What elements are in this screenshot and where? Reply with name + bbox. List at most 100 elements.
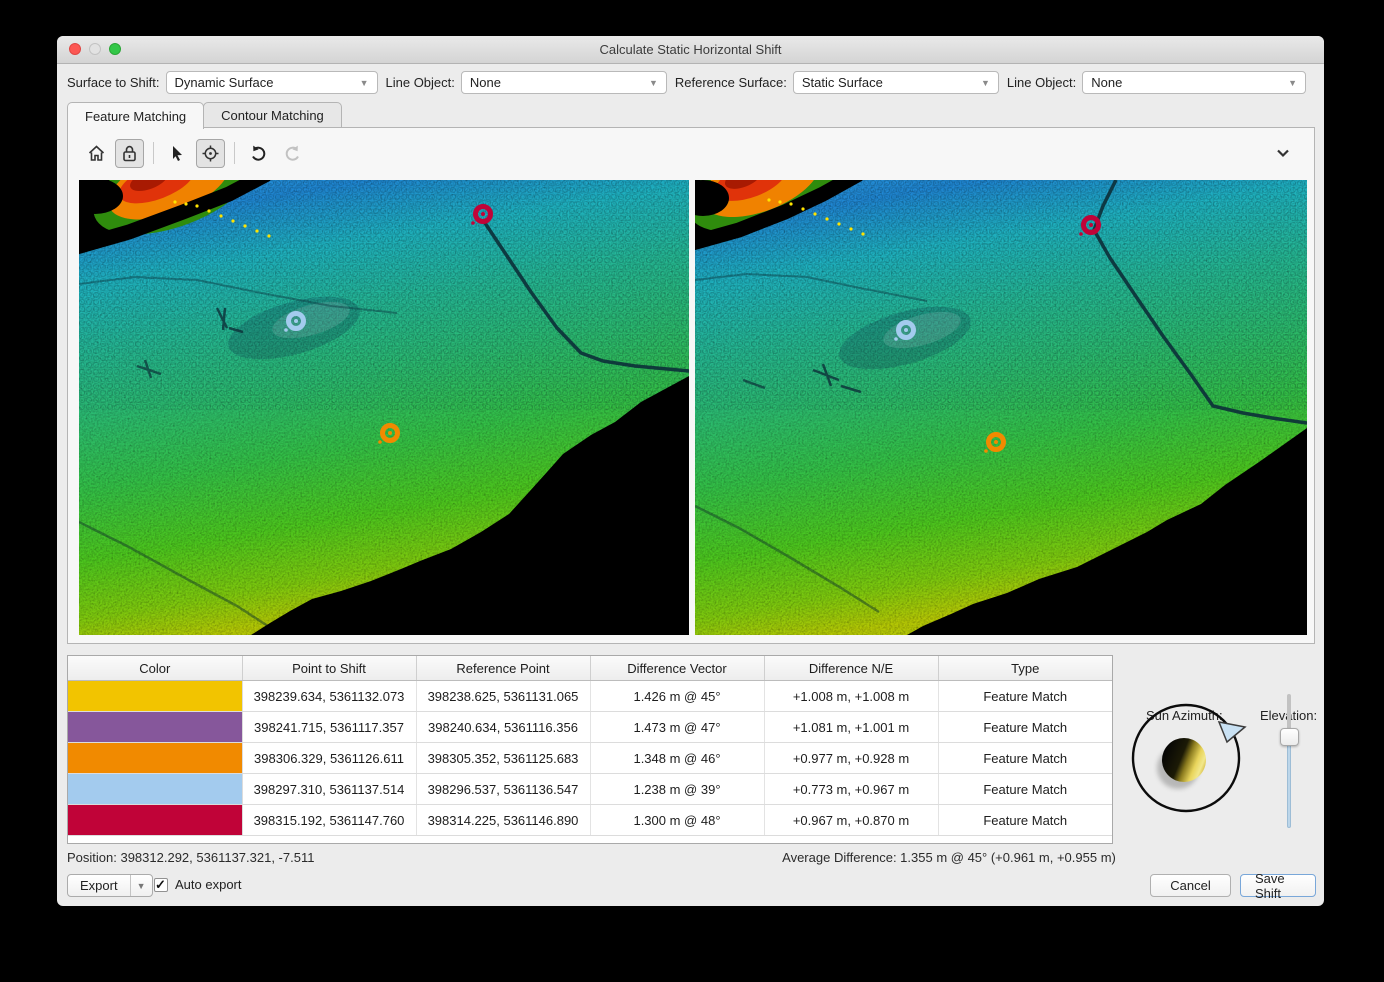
difference-ne-cell[interactable]: +0.967 m, +0.870 m [764, 804, 939, 836]
crosshair-icon [202, 145, 219, 161]
reference-point-cell[interactable]: 398305.352, 5361125.683 [416, 742, 591, 774]
feature-marker[interactable] [984, 432, 1006, 453]
difference-vector-cell[interactable]: 1.473 m @ 47° [590, 711, 765, 743]
reference-point-cell[interactable]: 398238.625, 5361131.065 [416, 680, 591, 712]
window-title: Calculate Static Horizontal Shift [599, 42, 782, 57]
sounding-dots [173, 200, 271, 238]
undo-button[interactable] [244, 139, 273, 168]
cancel-button[interactable]: Cancel [1150, 874, 1231, 897]
save-shift-button[interactable]: Save Shift [1240, 871, 1316, 901]
reference-point-cell[interactable]: 398240.634, 5361116.356 [416, 711, 591, 743]
markers-right [894, 215, 1101, 453]
surface-to-shift-label: Surface to Shift: [67, 75, 160, 90]
color-swatch-cell[interactable] [68, 742, 243, 774]
feature-marker[interactable] [378, 423, 400, 444]
line-object-1-label: Line Object: [385, 75, 455, 90]
close-button[interactable] [69, 43, 81, 55]
zoom-button[interactable] [109, 43, 121, 55]
difference-ne-cell[interactable]: +1.081 m, +1.001 m [764, 711, 939, 743]
reference-point-cell[interactable]: 398296.537, 5361136.547 [416, 773, 591, 805]
difference-vector-cell[interactable]: 1.238 m @ 39° [590, 773, 765, 805]
type-cell[interactable]: Feature Match [938, 680, 1112, 712]
azimuth-arrow[interactable] [1217, 721, 1247, 744]
point-to-shift-cell[interactable]: 398315.192, 5361147.760 [242, 804, 417, 836]
color-swatch-cell[interactable] [68, 804, 243, 836]
chevron-down-icon [1277, 149, 1289, 158]
chevron-down-icon: ▼ [129, 875, 152, 896]
surface-to-shift-view[interactable] [79, 180, 689, 635]
point-to-shift-cell[interactable]: 398306.329, 5361126.611 [242, 742, 417, 774]
color-swatch-cell[interactable] [68, 773, 243, 805]
color-swatch-cell[interactable] [68, 680, 243, 712]
type-cell[interactable]: Feature Match [938, 804, 1112, 836]
feature-marker[interactable] [1079, 215, 1101, 236]
select-cursor-button[interactable] [163, 139, 192, 168]
shift-table-body: 398239.634, 5361132.073 398238.625, 53611… [68, 680, 1112, 836]
undo-icon [251, 145, 265, 161]
tab-contour-matching[interactable]: Contour Matching [203, 102, 342, 128]
feature-marker[interactable] [284, 311, 306, 332]
pick-point-button[interactable] [196, 138, 225, 168]
sun-sphere [1162, 738, 1206, 782]
column-header-difference-vector[interactable]: Difference Vector [590, 656, 765, 681]
slider-track-lower[interactable] [1287, 738, 1291, 828]
slider-track-upper[interactable] [1287, 694, 1291, 738]
type-cell[interactable]: Feature Match [938, 742, 1112, 774]
table-row[interactable]: 398297.310, 5361137.514 398296.537, 53611… [68, 773, 1112, 805]
difference-vector-cell[interactable]: 1.300 m @ 48° [590, 804, 765, 836]
auto-export-checkbox[interactable] [154, 877, 168, 893]
feature-matching-panel [67, 127, 1315, 644]
feature-marker[interactable] [471, 204, 493, 225]
lock-icon [123, 145, 136, 161]
reference-surface-label: Reference Surface: [674, 75, 787, 90]
home-button[interactable] [82, 139, 111, 168]
line-object-2-select[interactable]: None ▼ [1082, 71, 1306, 94]
line-object-2-label: Line Object: [1006, 75, 1077, 90]
redo-button[interactable] [277, 139, 306, 168]
column-header-difference-ne[interactable]: Difference N/E [764, 656, 939, 681]
point-to-shift-cell[interactable]: 398297.310, 5361137.514 [242, 773, 417, 805]
slider-handle[interactable] [1280, 728, 1299, 746]
column-header-type[interactable]: Type [938, 656, 1112, 681]
difference-ne-cell[interactable]: +0.773 m, +0.967 m [764, 773, 939, 805]
color-swatch-cell[interactable] [68, 711, 243, 743]
difference-vector-cell[interactable]: 1.426 m @ 45° [590, 680, 765, 712]
table-row[interactable]: 398241.715, 5361117.357 398240.634, 53611… [68, 711, 1112, 743]
chevron-down-icon: ▼ [980, 77, 990, 88]
surface-to-shift-select[interactable]: Dynamic Surface ▼ [165, 71, 378, 94]
elevation-slider[interactable] [1279, 694, 1299, 832]
minimize-button[interactable] [89, 43, 101, 55]
markers-left [284, 204, 493, 444]
export-button[interactable]: Export ▼ [67, 874, 153, 897]
title-bar: Calculate Static Horizontal Shift [57, 36, 1324, 64]
sun-azimuth-label: Sun Azimuth: [1146, 708, 1223, 723]
column-header-point-to-shift[interactable]: Point to Shift [242, 656, 417, 681]
difference-vector-cell[interactable]: 1.348 m @ 46° [590, 742, 765, 774]
table-row[interactable]: 398315.192, 5361147.760 398314.225, 53611… [68, 804, 1112, 836]
type-cell[interactable]: Feature Match [938, 773, 1112, 805]
difference-ne-cell[interactable]: +1.008 m, +1.008 m [764, 680, 939, 712]
column-header-reference-point[interactable]: Reference Point [416, 656, 591, 681]
azimuth-ring[interactable] [1131, 703, 1241, 813]
table-row[interactable]: 398306.329, 5361126.611 398305.352, 53611… [68, 742, 1112, 774]
line-object-1-select[interactable]: None ▼ [460, 71, 667, 94]
home-icon [88, 144, 105, 161]
chevron-down-icon: ▼ [1288, 77, 1297, 88]
difference-ne-cell[interactable]: +0.977 m, +0.928 m [764, 742, 939, 774]
redo-icon [285, 145, 299, 161]
dialog-window: Calculate Static Horizontal Shift Surfac… [57, 36, 1324, 906]
reference-point-cell[interactable]: 398314.225, 5361146.890 [416, 804, 591, 836]
table-row[interactable]: 398239.634, 5361132.073 398238.625, 53611… [68, 680, 1112, 712]
column-header-color[interactable]: Color [68, 656, 243, 681]
point-to-shift-cell[interactable]: 398241.715, 5361117.357 [242, 711, 417, 743]
type-cell[interactable]: Feature Match [938, 711, 1112, 743]
lock-button[interactable] [115, 138, 144, 168]
feature-marker[interactable] [894, 320, 916, 341]
reference-surface-select[interactable]: Static Surface ▼ [792, 71, 999, 94]
tab-feature-matching[interactable]: Feature Matching [67, 102, 205, 129]
chevron-down-icon: ▼ [648, 77, 658, 88]
collapse-toolbar-button[interactable] [1270, 140, 1296, 166]
point-to-shift-cell[interactable]: 398239.634, 5361132.073 [242, 680, 417, 712]
sun-azimuth-widget[interactable] [1120, 688, 1252, 820]
reference-surface-view[interactable] [695, 180, 1307, 635]
